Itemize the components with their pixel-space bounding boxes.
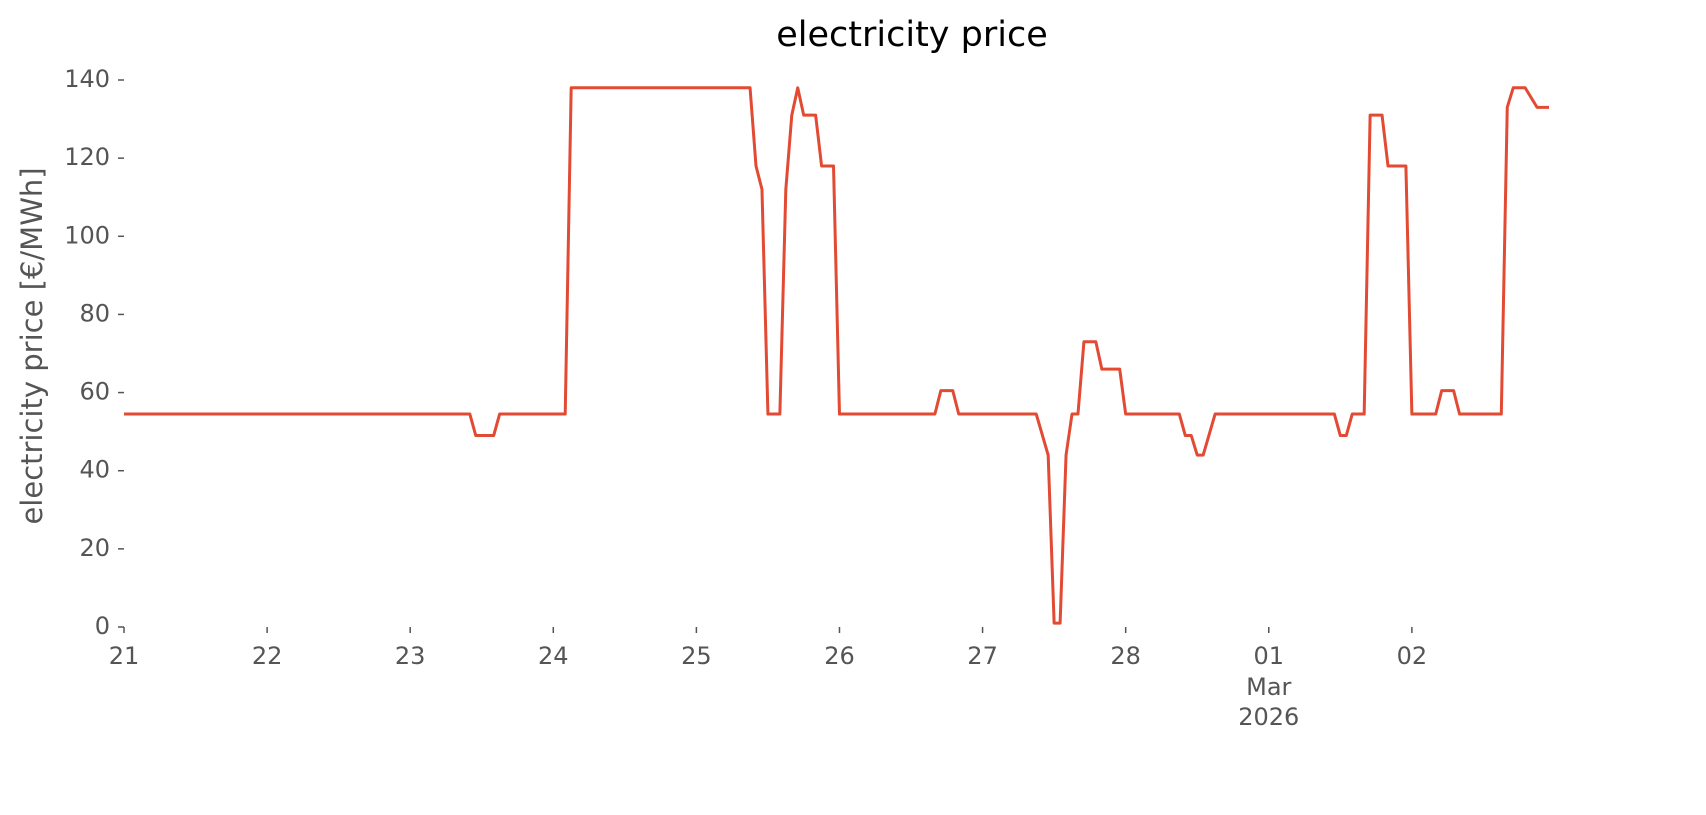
x-tick-label: 27 — [967, 642, 998, 670]
x-tick-sublabel: Mar — [1246, 673, 1291, 701]
y-tick-label: 80 — [79, 299, 110, 327]
y-tick-label: 120 — [64, 143, 110, 171]
x-tick-label: 24 — [538, 642, 569, 670]
chart-title: electricity price — [776, 15, 1048, 55]
price-line — [124, 86, 1549, 625]
x-tick-label: 28 — [1110, 642, 1141, 670]
x-tick-label: 01 — [1253, 642, 1284, 670]
y-tick-label: 60 — [79, 378, 110, 406]
y-axis-label: electricity price [€/MWh] — [15, 167, 49, 524]
x-tick-label: 22 — [252, 642, 283, 670]
x-tick-label: 25 — [681, 642, 712, 670]
x-tick-label: 26 — [824, 642, 855, 670]
y-tick-label: 140 — [64, 65, 110, 93]
x-tick-label: 23 — [395, 642, 426, 670]
y-tick-label: 20 — [79, 534, 110, 562]
y-tick-label: 100 — [64, 221, 110, 249]
y-tick-label: 40 — [79, 456, 110, 484]
y-tick-label: 0 — [95, 612, 110, 640]
x-tick-label: 21 — [109, 642, 140, 670]
x-tick-label: 02 — [1397, 642, 1428, 670]
x-tick-sublabel: 2026 — [1238, 703, 1299, 731]
